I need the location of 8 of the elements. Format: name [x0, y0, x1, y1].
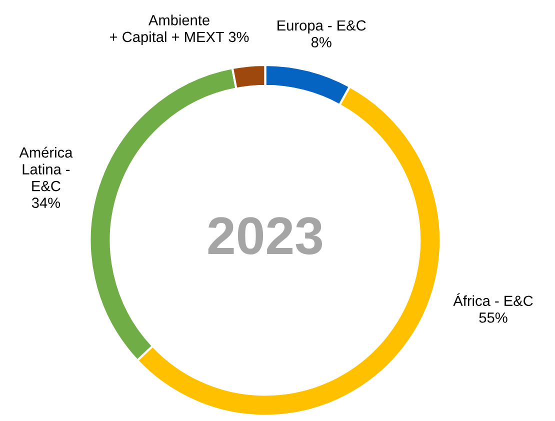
slice-label: América Latina - E&C [19, 146, 73, 192]
data-label: 34% [32, 198, 60, 208]
slice-label: África - E&C [453, 293, 533, 306]
text: 2023 [208, 217, 322, 255]
data-label: 55% [479, 312, 508, 323]
slice-label: Ambiente + Capital + MEXT 3% [110, 14, 249, 45]
data-label: 8% [311, 37, 332, 48]
slice-label: Europa - E&C [278, 20, 366, 34]
